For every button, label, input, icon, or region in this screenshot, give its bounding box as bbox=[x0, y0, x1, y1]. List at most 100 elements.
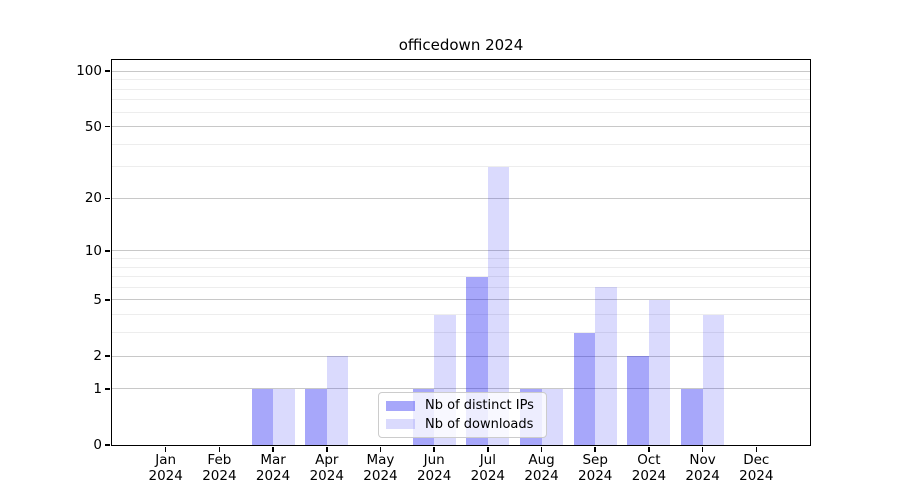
y-tick-label-50: 50 bbox=[84, 118, 102, 135]
x-tick-month: Oct bbox=[637, 452, 661, 468]
legend-swatch-downloads bbox=[386, 419, 415, 430]
gridline-minor bbox=[112, 266, 810, 268]
x-tick-aug bbox=[540, 447, 543, 452]
x-tick-label-apr: Apr 2024 bbox=[297, 452, 357, 484]
legend-swatch-distinct-ips bbox=[386, 400, 415, 411]
bar-distinct-ips-apr bbox=[305, 388, 327, 445]
x-tick-apr bbox=[326, 447, 328, 452]
x-tick-month: Dec bbox=[743, 452, 770, 468]
x-tick-month: Jul bbox=[479, 452, 496, 468]
x-tick-jul bbox=[487, 447, 489, 452]
x-tick-month: Jun bbox=[423, 452, 445, 468]
gridline-major bbox=[112, 388, 810, 390]
x-tick-label-jul: Jul 2024 bbox=[458, 452, 518, 484]
x-tick-year: 2024 bbox=[148, 467, 183, 484]
x-tick-month: Aug bbox=[528, 452, 555, 468]
x-tick-label-feb: Feb 2024 bbox=[189, 452, 249, 484]
x-tick-may bbox=[379, 447, 382, 452]
legend-item-downloads: Nb of downloads bbox=[386, 417, 539, 432]
bar-distinct-ips-sep bbox=[573, 332, 596, 445]
bar-downloads-sep bbox=[595, 287, 617, 445]
x-tick-oct bbox=[648, 447, 650, 452]
x-tick-nov bbox=[701, 447, 704, 452]
gridline-minor bbox=[112, 314, 810, 316]
y-tick-label-5: 5 bbox=[93, 291, 102, 308]
y-tick-1 bbox=[105, 388, 110, 390]
gridline-minor bbox=[112, 111, 810, 113]
gridline-minor bbox=[112, 286, 810, 288]
gridline-major bbox=[112, 355, 810, 357]
y-tick-5 bbox=[105, 299, 110, 301]
x-tick-sep bbox=[594, 447, 596, 452]
gridline-minor bbox=[112, 79, 810, 81]
x-tick-label-jun: Jun 2024 bbox=[404, 452, 464, 484]
x-tick-label-nov: Nov 2024 bbox=[673, 452, 733, 484]
y-tick-10 bbox=[105, 250, 110, 252]
gridline-major bbox=[112, 299, 810, 301]
gridline-minor bbox=[112, 99, 810, 101]
y-tick-0 bbox=[105, 444, 110, 446]
y-tick-label-2: 2 bbox=[93, 348, 102, 365]
gridline-major bbox=[112, 250, 810, 252]
x-tick-dec bbox=[755, 447, 758, 452]
x-tick-year: 2024 bbox=[416, 467, 452, 484]
bar-distinct-ips-nov bbox=[681, 388, 703, 445]
gridline-minor bbox=[112, 258, 810, 259]
x-tick-label-dec: Dec 2024 bbox=[726, 452, 786, 484]
x-tick-month: Feb bbox=[207, 452, 232, 468]
x-tick-year: 2024 bbox=[685, 467, 720, 484]
gridline-minor bbox=[112, 143, 810, 145]
gridline-minor bbox=[112, 166, 810, 168]
gridline-minor bbox=[112, 88, 810, 90]
x-tick-label-oct: Oct 2024 bbox=[619, 452, 679, 484]
x-tick-month: Nov bbox=[689, 452, 716, 468]
x-tick-label-may: May 2024 bbox=[350, 452, 410, 484]
x-tick-year: 2024 bbox=[470, 467, 506, 484]
x-tick-year: 2024 bbox=[578, 467, 613, 484]
x-tick-month: Sep bbox=[582, 452, 608, 468]
bar-downloads-oct bbox=[648, 299, 671, 445]
gridline-minor bbox=[112, 276, 810, 278]
x-tick-mar bbox=[272, 447, 274, 452]
x-tick-label-sep: Sep 2024 bbox=[565, 452, 625, 484]
chart-title: officedown 2024 bbox=[398, 36, 524, 54]
x-tick-year: 2024 bbox=[363, 467, 398, 484]
x-tick-month: Apr bbox=[315, 452, 339, 468]
x-tick-month: May bbox=[366, 452, 395, 468]
gridline-major bbox=[112, 126, 810, 128]
x-tick-year: 2024 bbox=[631, 467, 667, 484]
y-tick-label-20: 20 bbox=[84, 190, 102, 207]
bar-layer bbox=[112, 60, 810, 445]
legend-item-distinct-ips: Nb of distinct IPs bbox=[386, 398, 539, 413]
gridline-minor bbox=[112, 332, 810, 334]
bar-downloads-apr bbox=[326, 356, 349, 445]
bar-downloads-nov bbox=[702, 314, 725, 445]
bar-downloads-mar bbox=[273, 388, 295, 445]
x-tick-month: Jan bbox=[155, 452, 177, 468]
x-tick-label-aug: Aug 2024 bbox=[512, 452, 572, 484]
y-tick-100 bbox=[105, 70, 110, 72]
plot-area bbox=[111, 59, 811, 446]
bar-distinct-ips-oct bbox=[627, 356, 649, 445]
x-tick-year: 2024 bbox=[739, 467, 774, 484]
legend-label: Nb of distinct IPs bbox=[425, 398, 534, 414]
bar-distinct-ips-mar bbox=[251, 388, 274, 445]
bar-downloads-jul bbox=[487, 166, 510, 445]
gridline-major bbox=[112, 70, 810, 72]
y-tick-20 bbox=[105, 197, 110, 200]
x-tick-feb bbox=[218, 447, 221, 452]
x-tick-year: 2024 bbox=[309, 467, 344, 484]
y-tick-2 bbox=[105, 355, 110, 357]
x-tick-jan bbox=[164, 447, 167, 452]
legend: Nb of distinct IPs Nb of downloads bbox=[378, 392, 547, 438]
legend-label: Nb of downloads bbox=[425, 416, 534, 432]
x-tick-year: 2024 bbox=[255, 467, 291, 484]
gridline-major bbox=[112, 197, 810, 199]
y-tick-label-0: 0 bbox=[93, 437, 102, 453]
y-tick-label-1: 1 bbox=[93, 380, 102, 397]
y-tick-50 bbox=[105, 125, 110, 128]
x-tick-year: 2024 bbox=[524, 467, 559, 484]
x-tick-month: Mar bbox=[260, 452, 286, 468]
x-tick-label-jan: Jan 2024 bbox=[136, 452, 196, 484]
